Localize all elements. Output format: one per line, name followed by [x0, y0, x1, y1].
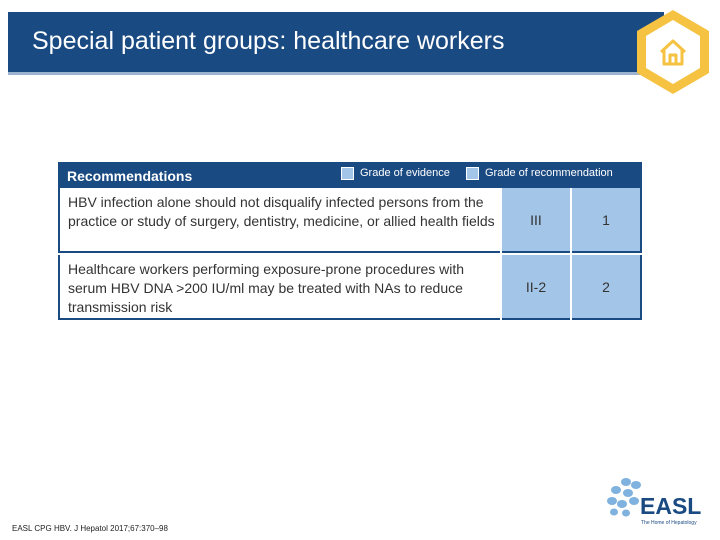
table-row: HBV infection alone should not disqualif… [58, 188, 642, 253]
header-label: Recommendations [67, 168, 193, 184]
recommendations-table: Recommendations Grade of evidence Grade … [58, 162, 642, 320]
easl-logo: EASL The Home of Hepatology [604, 474, 712, 530]
recommendation-text-cell: HBV infection alone should not disqualif… [58, 188, 500, 253]
title-underline [8, 72, 664, 75]
recommendation-grade-cell: 1 [572, 188, 642, 253]
recommendation-text: Healthcare workers performing exposure-p… [68, 261, 465, 315]
evidence-grade-cell: III [502, 188, 570, 253]
svg-text:The Home of Hepatology: The Home of Hepatology [641, 520, 697, 526]
legend-swatch-evidence [341, 167, 354, 180]
legend-swatch-recommendation [466, 167, 479, 180]
home-icon [637, 10, 709, 94]
recommendation-grade-cell: 2 [572, 255, 642, 320]
title-bar [8, 12, 664, 72]
table-row: Healthcare workers performing exposure-p… [58, 255, 642, 320]
citation: EASL CPG HBV. J Hepatol 2017;67:370–98 [12, 524, 168, 533]
legend-label-recommendation: Grade of recommendation [485, 167, 613, 179]
easl-logo-icon: EASL The Home of Hepatology [607, 478, 701, 526]
table-header: Recommendations Grade of evidence Grade … [58, 162, 642, 188]
svg-text:EASL: EASL [640, 493, 701, 519]
home-button[interactable] [633, 8, 713, 96]
recommendation-text: HBV infection alone should not disqualif… [68, 194, 495, 229]
evidence-grade-cell: II-2 [502, 255, 570, 320]
legend-label-evidence: Grade of evidence [360, 167, 450, 179]
slide-title: Special patient groups: healthcare worke… [32, 27, 505, 55]
recommendation-text-cell: Healthcare workers performing exposure-p… [58, 255, 500, 320]
